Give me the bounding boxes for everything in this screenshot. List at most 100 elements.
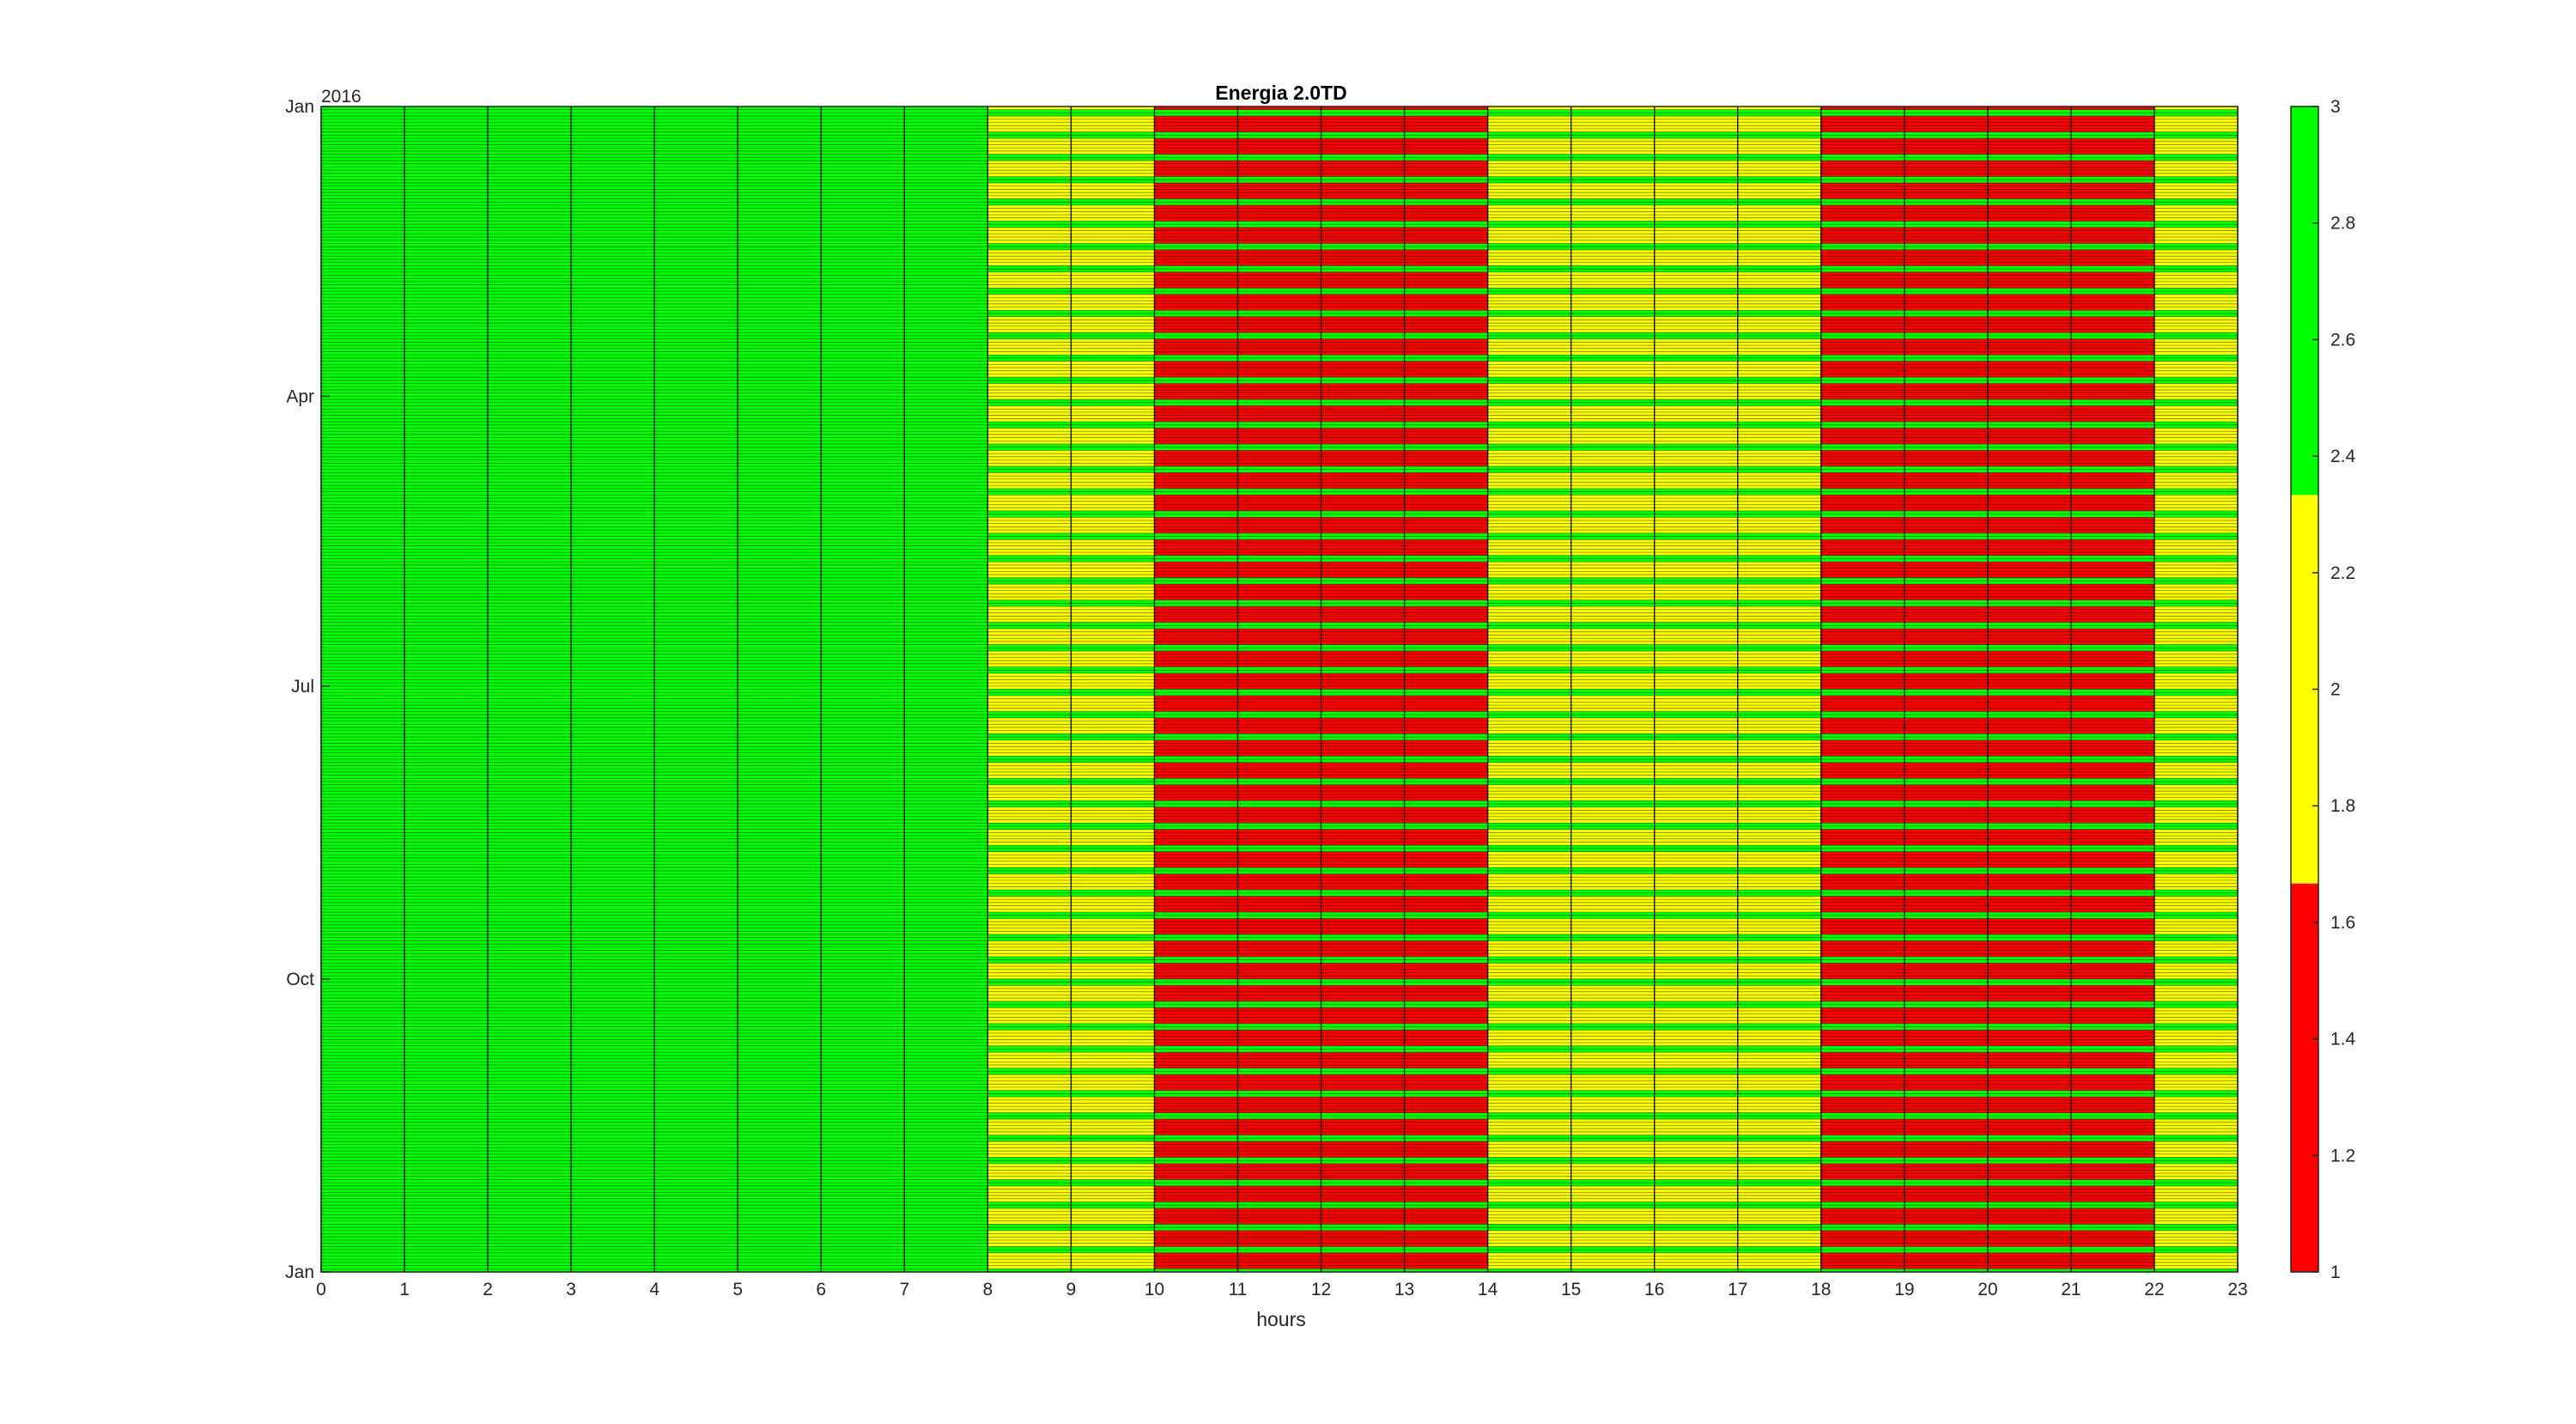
heatmap-cell [2154,144,2238,149]
heatmap-cell [2154,1153,2238,1158]
heatmap-cell [2154,660,2238,664]
heatmap-cell [2154,784,2238,788]
heatmap-cell [2154,1043,2238,1046]
heatmap-cell [2154,262,2238,266]
heatmap-cell [2154,211,2238,216]
heatmap-cell [2154,1211,2238,1215]
heatmap-cell [2154,612,2238,617]
heatmap-cell [2154,542,2238,546]
heatmap-cell [2154,879,2238,884]
colorbar-tick-label: 1.8 [2330,796,2355,816]
heatmap-cell [2154,520,2238,524]
heatmap-cell [2154,1220,2238,1225]
heatmap-cell [2154,976,2238,979]
heatmap-cell [2154,762,2238,766]
heatmap-cell [2154,873,2238,878]
heatmap-cell [2154,836,2238,839]
heatmap-cell [2154,702,2238,706]
heatmap-cell [2154,883,2238,887]
heatmap-cell [2154,928,2238,932]
heatmap-cell [2154,571,2238,575]
heatmap-cell [2154,590,2238,594]
heatmap-cell [2154,969,2238,973]
heatmap-cell [2154,1097,2238,1100]
heatmap-cell [2154,1032,2238,1037]
heatmap-cell [2154,294,2238,298]
heatmap-cell [2154,284,2238,289]
heatmap-cell [2154,1217,2238,1221]
heatmap-cell [2154,1173,2238,1177]
heatmap-cell [2154,829,2238,833]
heatmap-cell [2154,396,2238,400]
colorbar-tick-label: 1.2 [2330,1146,2355,1165]
heatmap-cell [2154,504,2238,508]
heatmap-cell [2154,441,2238,445]
heatmap-cell [2154,1170,2238,1174]
heatmap-cell [2154,150,2238,155]
x-tick-label: 11 [1229,1280,1248,1299]
heatmap-cell [2154,472,2238,477]
x-tick-label: 9 [1066,1280,1077,1299]
heatmap-cell [2154,1074,2238,1078]
heatmap-cell [2154,717,2238,721]
heatmap-cell [2154,1256,2238,1260]
x-tick-label: 18 [1811,1280,1831,1299]
heatmap-cell [2154,253,2238,257]
heatmap-cell [2154,1147,2238,1152]
heatmap-cell [2154,1013,2238,1018]
heatmap-cell [2154,1252,2238,1257]
heatmap-cell [2154,1176,2238,1180]
heatmap-cell [2154,119,2238,123]
heatmap-cell [2154,1084,2238,1087]
heatmap-cell [2154,141,2238,145]
heatmap-cell [2154,495,2238,499]
heatmap-cell [2154,478,2238,483]
heatmap-cell [2154,192,2238,196]
heatmap-cell [2154,437,2238,441]
x-tick-label: 21 [2061,1280,2081,1299]
heatmap-cell [2154,230,2238,234]
heatmap-cell [2154,966,2238,970]
heatmap-cell [2154,364,2238,368]
heatmap-cell [2154,1119,2238,1123]
heatmap-cell [2154,383,2238,387]
heatmap-cell [2154,428,2238,432]
heatmap-cell [2154,1055,2238,1059]
heatmap-cell [2154,618,2238,623]
heatmap-cell [2154,1262,2238,1266]
heatmap-cell [2154,1007,2238,1011]
heatmap-cell [2154,950,2238,954]
heatmap-cell [2154,368,2238,371]
heatmap-cell [2154,217,2238,222]
heatmap-cell [2154,797,2238,801]
heatmap-cell [2154,281,2238,285]
colorbar-band [2291,106,2318,496]
heatmap-cell [2154,931,2238,934]
x-axis: 0 1 2 3 4 5 6 7 8 9 10 11 12 13 14 15 16 17 18 19 20 21 22 23 [316,1263,2248,1299]
heatmap-cell [2154,1065,2238,1068]
heatmap-cell [2154,851,2238,855]
heatmap-cell [2154,752,2238,757]
heatmap-cell [2154,998,2238,1001]
heatmap-cell [2154,654,2238,658]
heatmap-cell [2154,1214,2238,1218]
heatmap-cell [2154,746,2238,750]
heatmap-cell [2154,1230,2238,1234]
x-tick-label: 7 [899,1280,909,1299]
heatmap-cell [2154,1106,2238,1110]
heatmap-cell [2154,727,2238,731]
heatmap-cell [2154,498,2238,502]
heatmap-cell [2154,278,2238,282]
heatmap-cell [2154,316,2238,320]
heatmap-cell [2154,1237,2238,1240]
x-tick-label: 2 [483,1280,493,1299]
heatmap-cell [2154,545,2238,550]
heatmap-cell [2154,991,2238,995]
heatmap-cell [2154,517,2238,520]
heatmap-cell [2154,616,2238,619]
heatmap-cell [2154,256,2238,259]
axes-box [320,106,2239,1273]
heatmap-cell [2154,1030,2238,1033]
colorbar: 1 1.2 1.4 1.6 1.8 2 2.2 2.4 2.6 2.8 3 [2290,97,2356,1282]
colorbar-tick-label: 2.8 [2330,214,2355,234]
